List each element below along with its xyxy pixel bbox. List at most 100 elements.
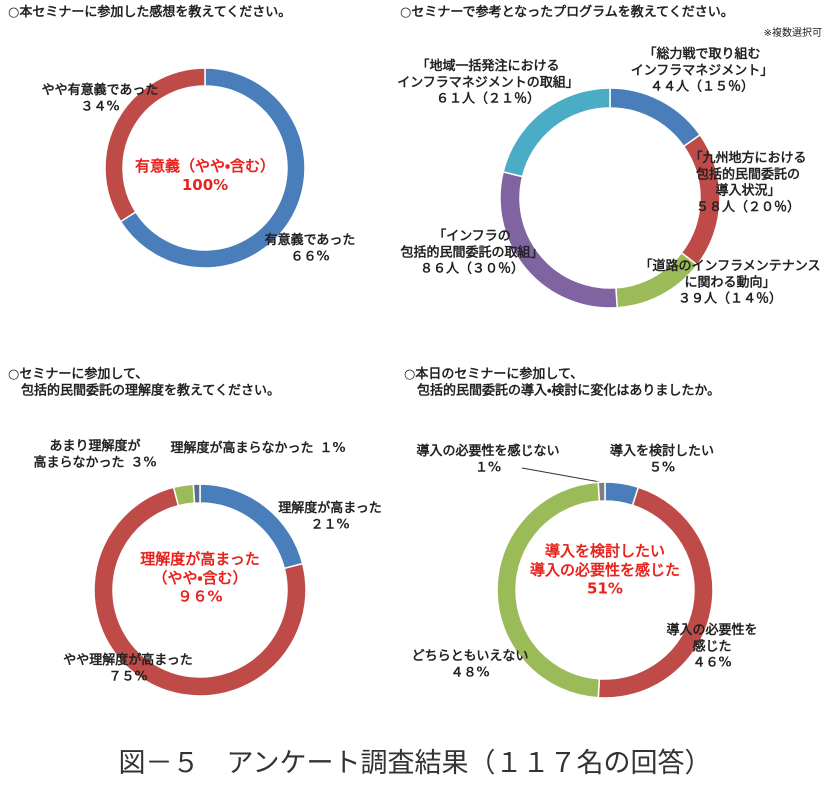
category-name: 「道路のインフラメンテナンスに関わる動向」 (640, 258, 821, 290)
category-name: あまり理解度が高まらなかった (33, 438, 140, 470)
donut-segment (104, 67, 206, 223)
text-line: 有意義（やや・含む） (135, 157, 275, 175)
value-label: ５８人（２０％） (696, 199, 800, 215)
segment-label: 導入を検討したい５% (610, 443, 714, 475)
category-name: 理解度が高まった (278, 500, 381, 516)
text-line: 導入の必要性を (666, 622, 757, 638)
value-label: ４８% (450, 665, 489, 680)
category-name: 「地域一括発注におけるインフラマネジメントの取組」 (397, 58, 579, 90)
center-label: 導入を検討したい導入の必要性を感じた 51% (530, 542, 680, 598)
segment-label: 「九州地方における包括的民間委託の導入状況」５８人（２０％） (689, 150, 806, 215)
segment-label: 導入の必要性を感じた ４６% (666, 622, 757, 671)
segment-label: 「地域一括発注におけるインフラマネジメントの取組」６１人（２１％） (397, 58, 579, 107)
text-line: 「インフラの (433, 228, 511, 244)
donut-segment (597, 481, 606, 502)
text-line: インフラマネジメントの取組」 (397, 74, 579, 90)
category-name: 「インフラの包括的民間委託の取組」 (399, 228, 543, 260)
center-label: 理解度が高まった（やや・含む）９６% (140, 550, 259, 606)
chart-title: ○本セミナーに参加した感想を教えてください。 (8, 4, 291, 20)
chart-title: ○セミナーに参加して、 包括的民間委託の理解度を教えてください。 (8, 366, 280, 398)
chart-title: ○本日のセミナーに参加して、 包括的民間委託の導入・検討に変化はありましたか。 (404, 366, 720, 398)
category-name: 有意義であった (265, 232, 356, 248)
text-line: 理解度が高まった (140, 550, 259, 568)
text-line: ９６% (177, 588, 222, 606)
value-label: ５% (649, 460, 675, 475)
chart: ○セミナーで参考となったプログラムを教えてください。 ※複数選択可「総力戦で取り組… (397, 4, 822, 309)
value-label: １% (319, 441, 345, 456)
text-line: あまり理解度が (49, 438, 140, 454)
text-line: 100% (182, 176, 228, 194)
value-label: ３４% (80, 99, 119, 114)
text-line: 高まらなかった (33, 454, 124, 470)
text-line: 「地域一括発注における (416, 58, 559, 74)
figure-caption: 図－５ アンケート調査結果（１１７名の回答） (119, 748, 712, 779)
text-line: ○本セミナーに参加した感想を教えてください。 (8, 4, 291, 20)
text-line: 導入を検討したい (610, 443, 714, 459)
text-line: 「総力戦で取り組む (643, 46, 760, 62)
category-name: やや有意義であった (42, 82, 159, 98)
segment-label: 「総力戦で取り組むインフラマネジメント」４４人（１５％） (631, 46, 774, 95)
text-line: 導入の必要性を感じない (416, 443, 559, 459)
text-line: 包括的民間委託の理解度を教えてください。 (8, 382, 280, 398)
value-label: ４６% (692, 656, 731, 671)
chart: ○本セミナーに参加した感想を教えてください。有意義であった６６% やや有意義であっ… (8, 4, 356, 269)
category-name: 「総力戦で取り組むインフラマネジメント」 (631, 46, 774, 78)
donut-segment (502, 87, 611, 178)
chart-note: ※複数選択可 (764, 26, 822, 39)
text-line: 包括的民間委託の導入・検討に変化はありましたか。 (404, 382, 720, 398)
value-label: ８６人（３０％） (420, 261, 524, 277)
value-label: ２１% (310, 517, 349, 532)
text-line: 導入状況」 (715, 183, 780, 199)
segment-label: どちらともいえない４８% (412, 649, 529, 680)
text-line: ○セミナーに参加して、 (8, 366, 148, 382)
value-label: ３% (130, 455, 156, 470)
text-line: 包括的民間委託の (695, 166, 800, 182)
category-name: 導入の必要性を感じた (666, 622, 757, 654)
text-line: 導入を検討したい (545, 542, 665, 560)
text-line: 「道路のインフラメンテナンス (640, 258, 821, 274)
text-line: 導入の必要性を感じた (530, 561, 680, 579)
value-label: ４４人（１５％） (650, 79, 754, 95)
chart: ○本日のセミナーに参加して、 包括的民間委託の導入・検討に変化はありましたか。導… (404, 366, 758, 699)
donut-segment (496, 481, 601, 699)
segment-label: やや有意義であった３４% (42, 82, 159, 114)
segment-label: 「インフラの包括的民間委託の取組」８６人（３０％） (399, 228, 543, 277)
text-line: に関わる動向」 (684, 274, 775, 290)
segment-label: 有意義であった６６% (265, 232, 356, 264)
text-line: 有意義であった (265, 232, 356, 248)
text-line: やや理解度が高まった (63, 652, 192, 668)
text-line: 理解度が高まらなかった (170, 440, 313, 456)
segment-label: 理解度が高まった２１% (278, 500, 381, 532)
text-line: 包括的民間委託の取組」 (399, 244, 543, 260)
category-name: 導入を検討したい (610, 443, 714, 459)
value-label: ６１人（２１％） (436, 91, 540, 107)
segment-label: あまり理解度が高まらなかった ３% (33, 438, 156, 470)
center-label: 有意義（やや・含む） 100% (135, 157, 275, 194)
chart-title: ○セミナーで参考となったプログラムを教えてください。 (400, 4, 734, 20)
donut-segment (499, 170, 618, 309)
category-name: 理解度が高まらなかった (170, 440, 313, 456)
donut-segment (93, 486, 307, 697)
text-line: （やや・含む） (152, 569, 247, 587)
chart: ○セミナーに参加して、 包括的民間委託の理解度を教えてください。理解度が高まった… (8, 366, 382, 697)
text-line: 感じた (692, 638, 731, 654)
category-name: やや理解度が高まった (63, 652, 192, 668)
text-line: やや有意義であった (42, 82, 159, 98)
category-name: 「九州地方における包括的民間委託の導入状況」 (689, 150, 806, 199)
value-label: ７５% (108, 669, 147, 684)
text-line: 「九州地方における (689, 150, 806, 166)
category-name: 導入の必要性を感じない (416, 443, 559, 459)
value-label: ６６% (290, 249, 329, 264)
value-label: １% (475, 460, 501, 475)
donut-segment (172, 483, 196, 507)
text-line: どちらともいえない (412, 649, 529, 664)
donut-segment (609, 87, 702, 148)
segment-label: 「道路のインフラメンテナンスに関わる動向」３９人（１４％） (640, 258, 821, 307)
segment-label: 導入の必要性を感じない１% (416, 443, 559, 475)
text-line: 理解度が高まった (278, 500, 381, 516)
text-line: ○本日のセミナーに参加して、 (404, 366, 583, 382)
text-line: インフラマネジメント」 (631, 63, 774, 78)
value-label: ３９人（１４％） (678, 291, 782, 307)
donut-segment (192, 483, 201, 504)
